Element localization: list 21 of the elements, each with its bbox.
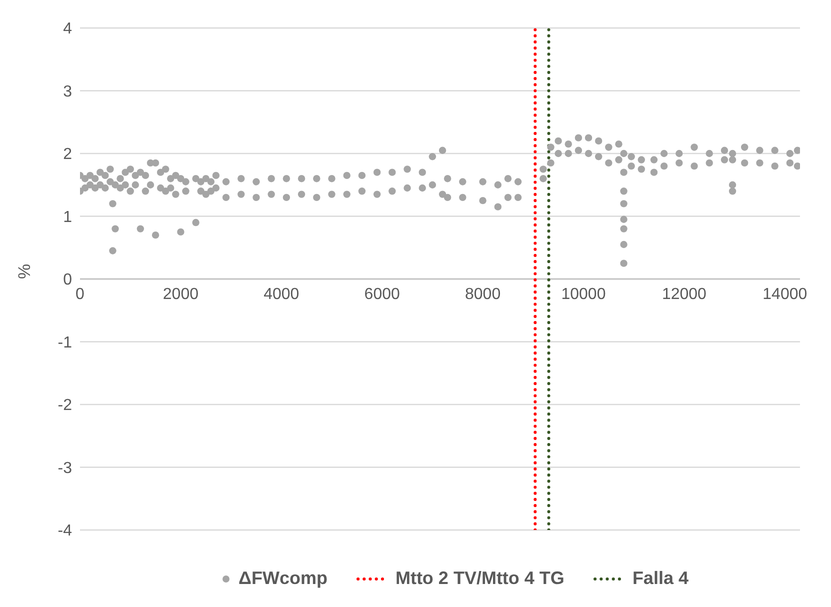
legend-label: Mtto 2 TV/Mtto 4 TG <box>395 568 564 589</box>
x-tick-label: 2000 <box>162 286 199 303</box>
legend-label: ΔFWcomp <box>238 568 328 589</box>
y-tick-label: 0 <box>63 272 72 289</box>
x-tick-label: 8000 <box>465 286 501 303</box>
x-tick-label: 12000 <box>662 286 707 303</box>
x-tick-label: 4000 <box>264 286 300 303</box>
y-tick-label: -4 <box>58 522 72 540</box>
y-tick-label: -3 <box>58 460 72 477</box>
legend-label: Falla 4 <box>632 568 688 589</box>
x-tick-label: 14000 <box>762 286 808 303</box>
y-tick-label: 4 <box>63 20 72 38</box>
y-axis-title: % <box>15 264 34 279</box>
x-tick-label: 0 <box>76 286 85 303</box>
y-tick-label: -1 <box>58 334 72 352</box>
y-tick-label: 1 <box>63 208 72 226</box>
x-tick-label: 6000 <box>364 286 400 303</box>
y-tick-label: 3 <box>63 83 72 100</box>
y-tick-label: 2 <box>63 146 72 164</box>
x-tick-label: 10000 <box>561 286 606 303</box>
y-tick-label: -2 <box>58 397 72 414</box>
